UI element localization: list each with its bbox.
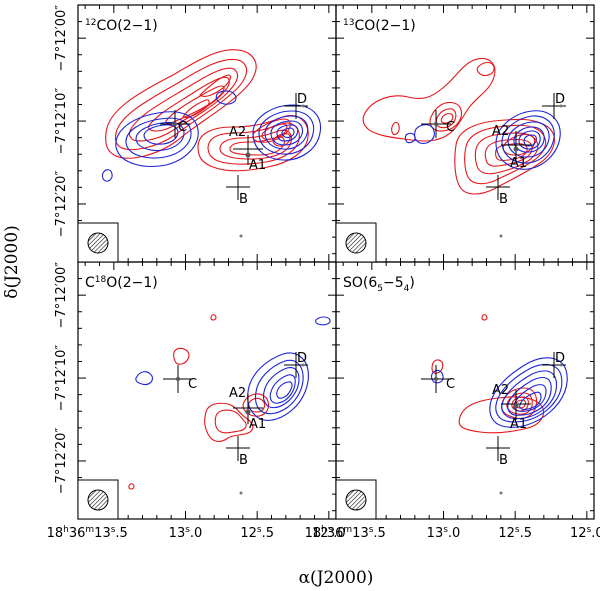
svg-text:D: D [297, 351, 307, 366]
svg-text:C: C [446, 120, 455, 135]
y-tick-label: −7°12′10″ [54, 345, 69, 412]
red-contours-c18o [128, 314, 270, 490]
x-tick-label: 13s.0 [169, 525, 203, 541]
red-contours-13co [362, 58, 555, 195]
beam-box-so [335, 479, 377, 520]
x-tick-label: 13s.0 [427, 525, 461, 541]
source-a1-label: A1 [249, 158, 266, 173]
y-axis-title: δ(J2000) [2, 225, 22, 299]
panel-12co: 12CO(2−1) [77, 18, 322, 263]
sources-so: C A2 A1 B D [421, 351, 566, 495]
x-tick-label: 18h36m13s.5 [47, 525, 128, 541]
beam-ellipse [87, 232, 109, 254]
y-tick-label: −7°12′20″ [54, 171, 69, 238]
svg-text:C: C [446, 377, 455, 392]
panel-c18o-title: C18O(2−1) [85, 275, 158, 291]
y-tick-label: −7°12′00″ [54, 262, 69, 329]
y-tick-label: −7°12′10″ [54, 88, 69, 155]
x-tick-label: 12s.0 [312, 525, 346, 541]
source-c-label: C [178, 120, 187, 135]
x-tick-label: 12s.5 [498, 525, 532, 541]
svg-text:C: C [188, 377, 197, 392]
sources-c18o: C A2 A1 B D [163, 351, 308, 495]
panel-12co-title: 12CO(2−1) [85, 18, 158, 34]
svg-text:A1: A1 [510, 156, 527, 171]
blue-contours-12co [101, 90, 322, 182]
panel-so: SO(65−54) C A2 A1 [335, 275, 568, 520]
source-a2-label: A2 [229, 125, 246, 140]
svg-text:A1: A1 [510, 417, 527, 432]
source-d-label: D [297, 92, 307, 107]
blue-contours-so [431, 357, 568, 428]
svg-text:B: B [499, 453, 508, 468]
red-contours-12co [105, 49, 309, 172]
x-tick-label: 12s.0 [570, 525, 600, 541]
blue-contours-13co [404, 110, 561, 170]
x-tick-label: 18h36m13s.5 [305, 525, 386, 541]
y-tick-labels: −7°12′00″ −7°12′10″ −7°12′20″ −7°12′00″ −7°1… [54, 5, 69, 495]
panel-13co: 13CO(2−1) [335, 18, 566, 263]
x-axis-title: α(J2000) [299, 568, 374, 588]
svg-text:A2: A2 [229, 386, 246, 401]
sources-13co: C A2 A1 B D [421, 92, 566, 238]
panel-so-title: SO(65−54) [343, 275, 415, 294]
sources-12co: C A2 A1 B D [160, 92, 308, 238]
svg-text:A2: A2 [492, 383, 509, 398]
panel-so-frame [335, 261, 595, 520]
beam-box-13co [335, 222, 377, 263]
svg-text:D: D [555, 351, 565, 366]
y-tick-label: −7°12′00″ [54, 5, 69, 72]
beam-box-12co [77, 222, 119, 263]
svg-text:A1: A1 [249, 417, 266, 432]
beam-box-c18o [77, 479, 119, 520]
panel-13co-title: 13CO(2−1) [343, 18, 416, 34]
x-tick-label: 12s.5 [240, 525, 274, 541]
svg-text:A2: A2 [492, 124, 509, 139]
svg-text:B: B [239, 453, 248, 468]
y-tick-label: −7°12′20″ [54, 428, 69, 495]
blue-contours-c18o [135, 316, 331, 421]
source-b-label: B [239, 192, 248, 207]
svg-text:D: D [555, 92, 565, 107]
svg-text:B: B [499, 192, 508, 207]
panel-c18o: C18O(2−1) C A2 A1 [77, 275, 331, 520]
